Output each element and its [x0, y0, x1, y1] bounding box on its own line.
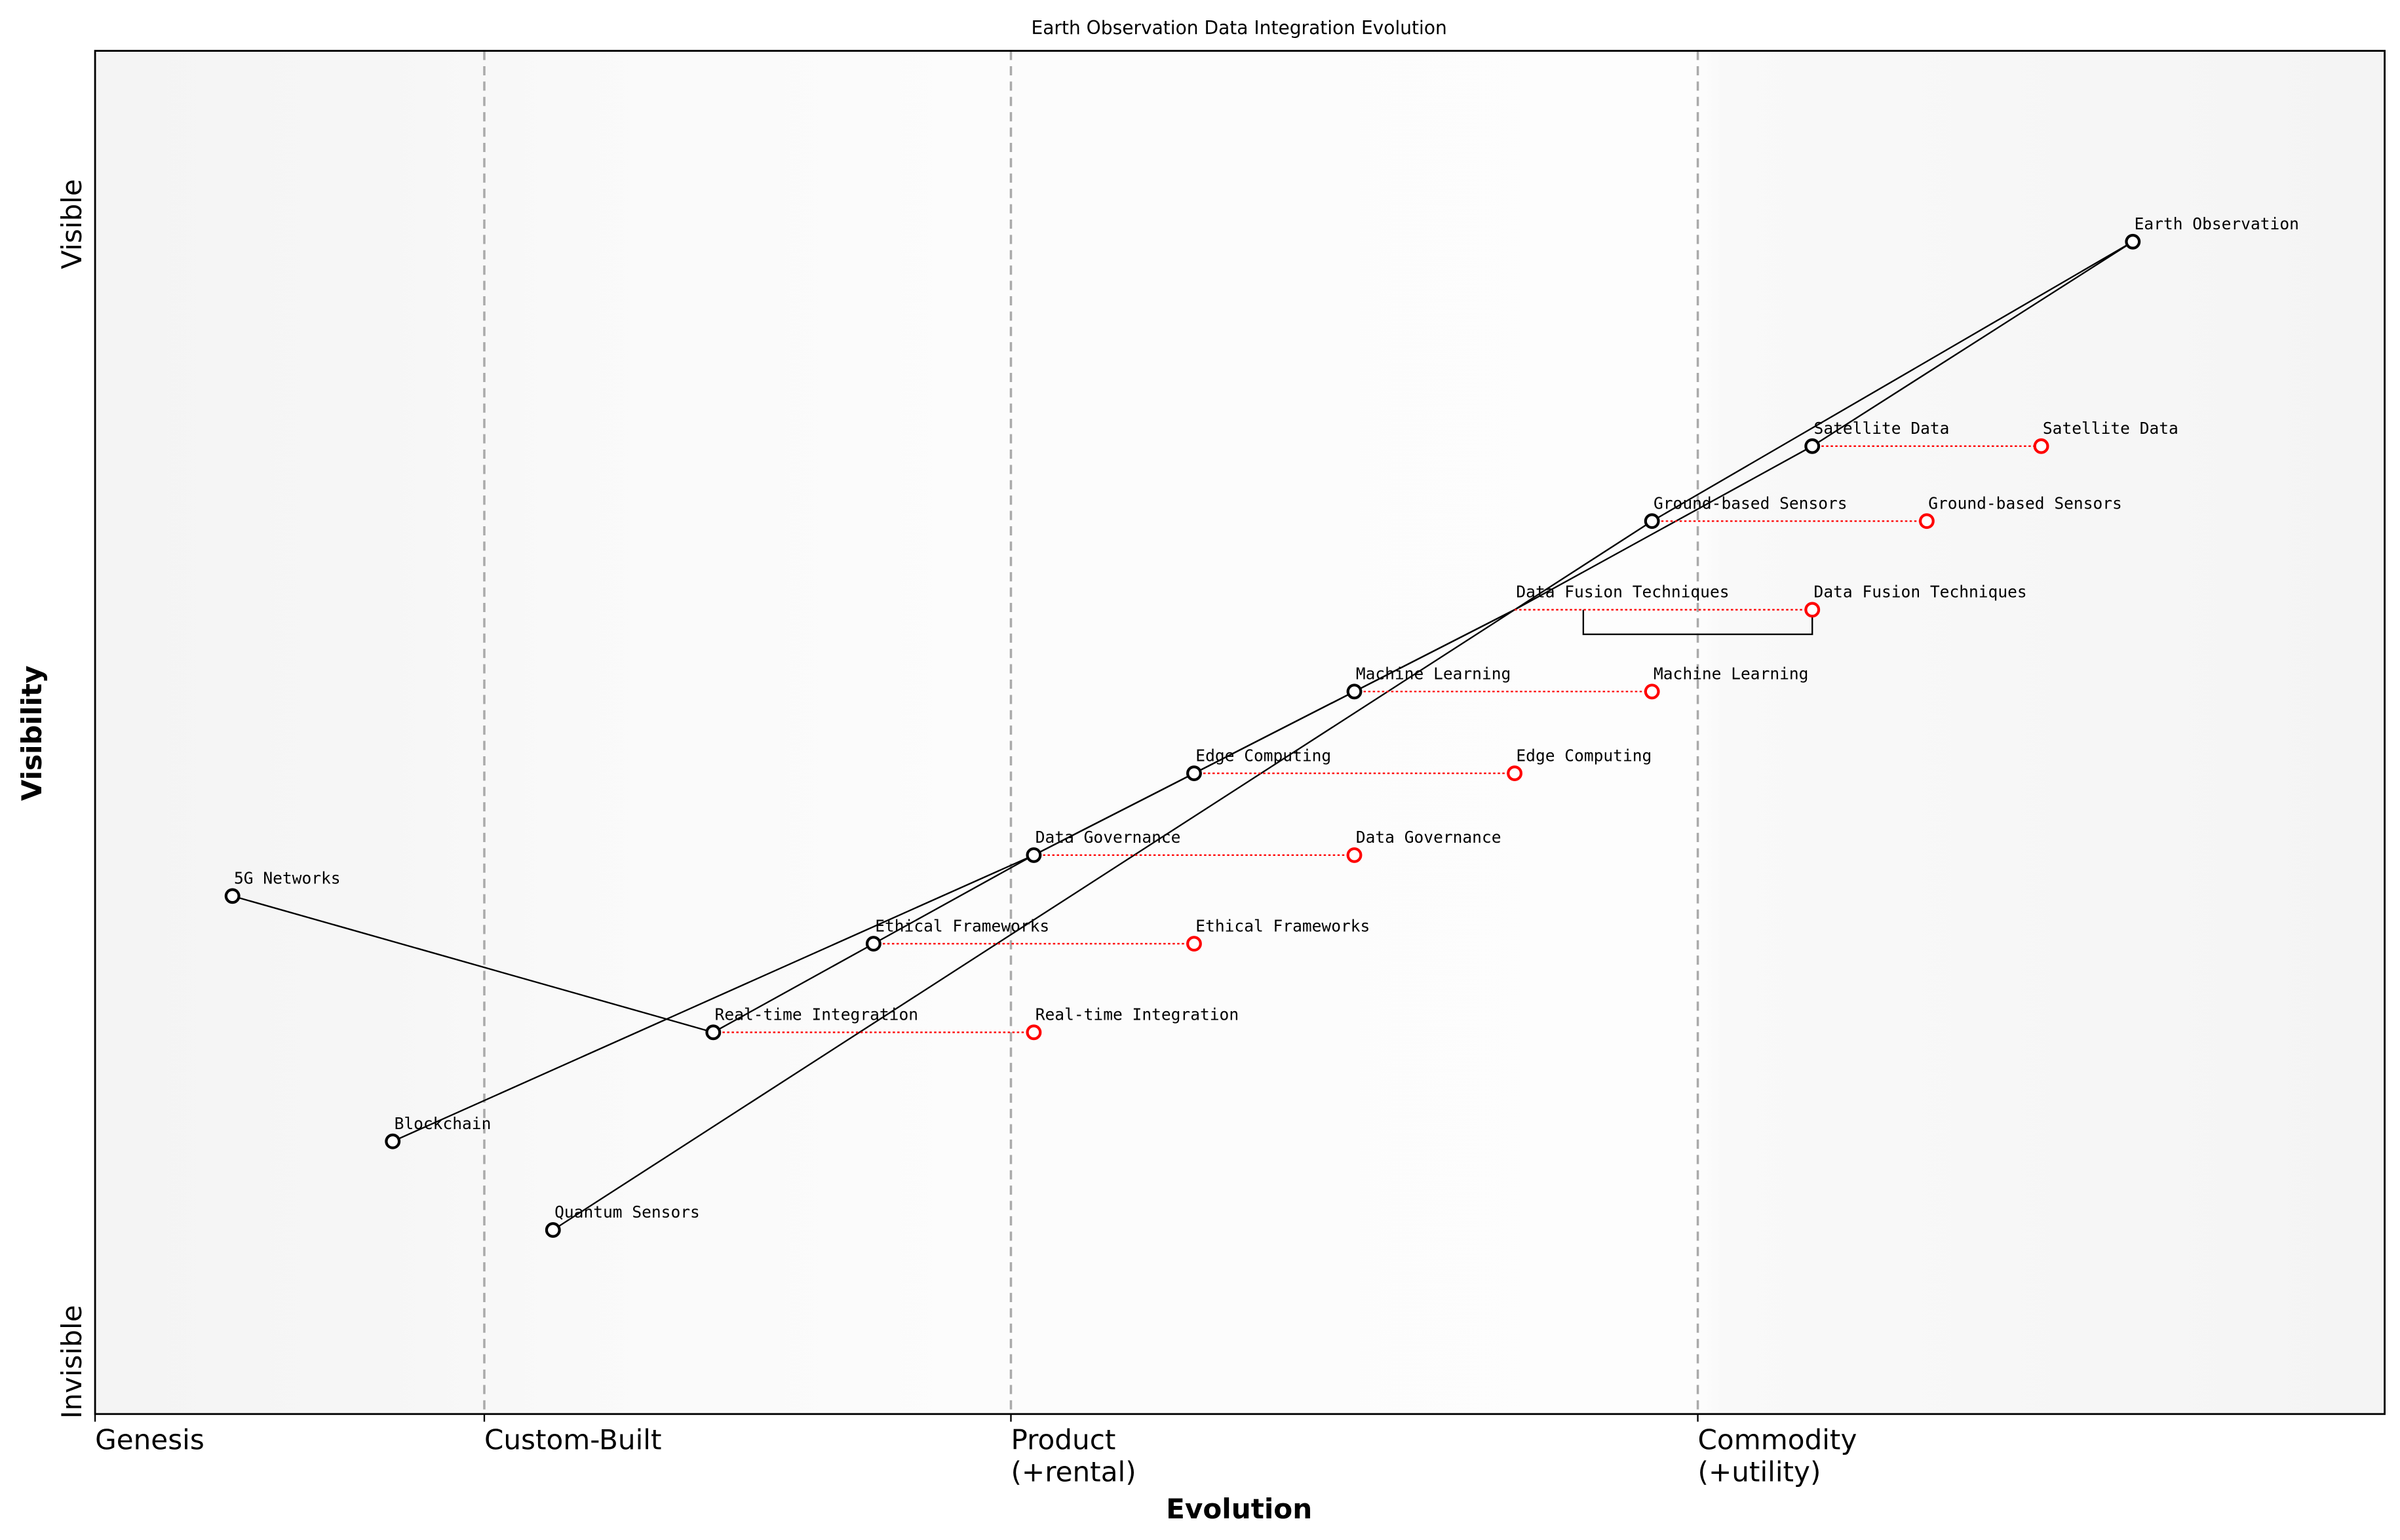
evolved-component-marker	[2033, 438, 2049, 454]
component-marker	[2125, 233, 2141, 250]
dependency-link	[712, 943, 874, 1033]
evolved-component-label: Real-time Integration	[1035, 1005, 1239, 1024]
component-label: Edge Computing	[1195, 746, 1331, 765]
evolved-component-marker	[1804, 602, 1821, 618]
evolved-component-label: Satellite Data	[2043, 419, 2178, 438]
y-axis-title: Visibility	[16, 665, 48, 801]
evolved-component-marker	[1507, 765, 1522, 782]
x-axis-title: Evolution	[1166, 1493, 1312, 1525]
component-marker	[1186, 765, 1202, 782]
y-label-invisible: Invisible	[56, 1305, 88, 1419]
component-label: Data Governance	[1035, 828, 1181, 847]
dependency-link	[873, 854, 1034, 945]
evolved-component-marker	[1644, 683, 1660, 700]
chart-title: Earth Observation Data Integration Evolu…	[1032, 17, 1447, 39]
component-marker	[385, 1133, 401, 1149]
evolved-component-marker	[1346, 847, 1363, 863]
component-marker	[1804, 438, 1821, 454]
component-label: Ethical Frameworks	[875, 916, 1049, 935]
component-label: Earth Observation	[2135, 214, 2299, 233]
plot-frame	[94, 50, 2386, 1415]
evolved-component-label: Edge Computing	[1516, 746, 1652, 765]
component-marker	[1346, 683, 1363, 700]
evolved-component-marker	[1026, 1024, 1042, 1041]
plot-background	[95, 50, 2385, 1414]
component-label: Quantum Sensors	[554, 1203, 700, 1222]
dependency-link	[1652, 241, 2133, 522]
stage-label: Genesis	[95, 1424, 204, 1456]
evolved-component-label: Ground-based Sensors	[1928, 494, 2122, 513]
component-label: Satellite Data	[1814, 419, 1950, 438]
evolved-component-label: Machine Learning	[1654, 664, 1808, 683]
dependency-link	[552, 609, 1515, 1231]
dependency-link	[1033, 773, 1195, 856]
component-label: 5G Networks	[234, 869, 341, 888]
evolved-component-label: Data Fusion Techniques	[1814, 583, 2027, 602]
dependency-link	[1514, 520, 1653, 611]
evolved-component-label: Ethical Frameworks	[1195, 916, 1370, 935]
evolved-component-label: Data Governance	[1356, 828, 1501, 847]
component-label: Real-time Integration	[715, 1005, 918, 1024]
stage-label: Custom-Built	[484, 1424, 662, 1456]
stage-label: Product (+rental)	[1011, 1424, 1136, 1488]
dependency-link	[1514, 445, 1813, 611]
component-marker	[1026, 847, 1042, 863]
evolved-component-marker	[1186, 936, 1202, 952]
component-label: Blockchain	[395, 1114, 492, 1133]
evolved-component-marker	[1918, 513, 1935, 529]
component-marker	[705, 1024, 722, 1041]
component-label: Ground-based Sensors	[1654, 494, 1848, 513]
component-marker	[224, 888, 241, 904]
dependency-link	[232, 895, 714, 1033]
component-label: Machine Learning	[1356, 664, 1511, 683]
stage-label: Commodity (+utility)	[1698, 1424, 1857, 1488]
dependency-link	[392, 854, 1034, 1142]
annotation-box	[1582, 609, 1813, 636]
component-marker	[1644, 513, 1660, 529]
component-label: Data Fusion Techniques	[1516, 583, 1729, 602]
component-marker	[865, 936, 881, 952]
component-marker	[545, 1222, 561, 1238]
dependency-link	[1811, 241, 2133, 447]
y-label-visible: Visible	[56, 179, 88, 269]
